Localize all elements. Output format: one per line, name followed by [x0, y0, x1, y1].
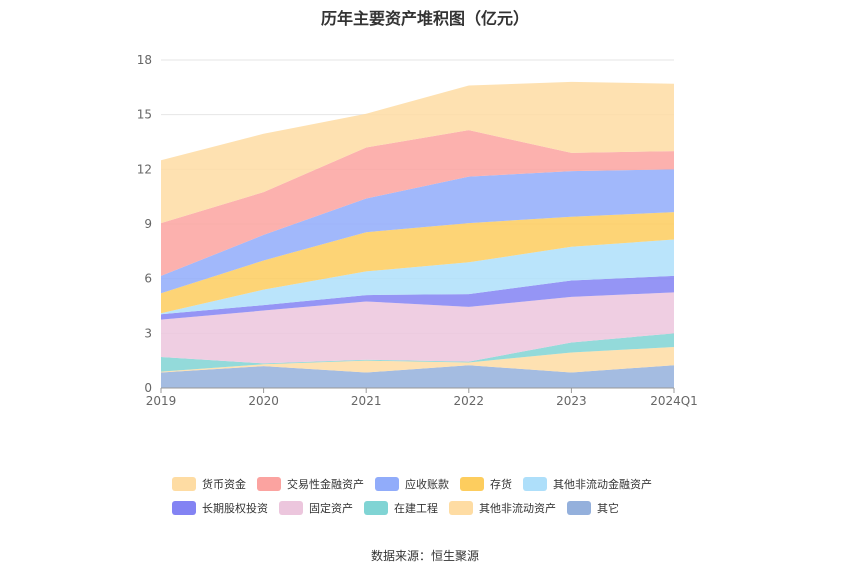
data-source: 数据来源：恒生聚源	[370, 549, 479, 563]
legend-label: 其他非流动金融资产	[553, 478, 652, 491]
legend-swatch	[364, 501, 388, 515]
area-其他非流动资产	[161, 347, 674, 373]
area-在建工程	[161, 333, 674, 372]
y-tick-label: 6	[144, 272, 152, 286]
legend-swatch	[523, 477, 547, 491]
legend-row-1: 货币资金 交易性金融资产 应收账款 存货 其他非流动金融资产	[172, 472, 692, 496]
legend-swatch	[460, 477, 484, 491]
legend-swatch	[375, 477, 399, 491]
y-tick-label: 0	[144, 381, 152, 395]
legend-swatch	[172, 477, 196, 491]
legend: 货币资金 交易性金融资产 应收账款 存货 其他非流动金融资产 长期股权投资 固定资产 在建工…	[172, 472, 692, 520]
legend-label: 其它	[597, 502, 619, 515]
y-tick-label: 18	[137, 53, 152, 67]
y-tick-label: 3	[144, 326, 152, 340]
legend-row-2: 长期股权投资 固定资产 在建工程 其他非流动资产 其它	[172, 496, 692, 520]
area-其它	[161, 365, 674, 388]
legend-label: 应收账款	[405, 478, 449, 491]
legend-item[interactable]: 交易性金融资产	[257, 476, 364, 492]
x-tick-label: 2023	[556, 394, 587, 408]
y-tick-label: 12	[137, 162, 152, 176]
legend-label: 在建工程	[394, 502, 438, 515]
area-交易性金融资产	[161, 130, 674, 276]
legend-item[interactable]: 其它	[567, 500, 619, 516]
legend-item[interactable]: 固定资产	[279, 500, 353, 516]
y-tick-label: 15	[137, 108, 152, 122]
area-长期股权投资	[161, 275, 674, 320]
legend-label: 交易性金融资产	[287, 478, 364, 491]
legend-label: 货币资金	[202, 478, 246, 491]
legend-item[interactable]: 应收账款	[375, 476, 449, 492]
legend-label: 其他非流动资产	[479, 502, 556, 515]
area-货币资金	[161, 81, 674, 224]
x-tick-label: 2024Q1	[650, 394, 698, 408]
area-固定资产	[161, 292, 674, 364]
legend-item[interactable]: 存货	[460, 476, 512, 492]
area-应收账款	[161, 169, 674, 294]
chart-title: 历年主要资产堆积图（亿元）	[320, 9, 529, 28]
legend-swatch	[567, 501, 591, 515]
legend-swatch	[279, 501, 303, 515]
legend-label: 存货	[490, 478, 512, 491]
legend-label: 固定资产	[309, 502, 353, 515]
legend-item[interactable]: 其他非流动资产	[449, 500, 556, 516]
area-存货	[161, 212, 674, 314]
x-tick-label: 2020	[248, 394, 279, 408]
legend-item[interactable]: 其他非流动金融资产	[523, 476, 652, 492]
x-tick-label: 2019	[146, 394, 177, 408]
legend-item[interactable]: 货币资金	[172, 476, 246, 492]
legend-swatch	[257, 477, 281, 491]
legend-item[interactable]: 在建工程	[364, 500, 438, 516]
legend-label: 长期股权投资	[202, 502, 268, 515]
x-tick-label: 2021	[351, 394, 382, 408]
y-tick-label: 9	[144, 217, 152, 231]
area-其他非流动金融资产	[161, 239, 674, 315]
x-tick-label: 2022	[454, 394, 485, 408]
legend-swatch	[449, 501, 473, 515]
legend-swatch	[172, 501, 196, 515]
legend-item[interactable]: 长期股权投资	[172, 500, 268, 516]
